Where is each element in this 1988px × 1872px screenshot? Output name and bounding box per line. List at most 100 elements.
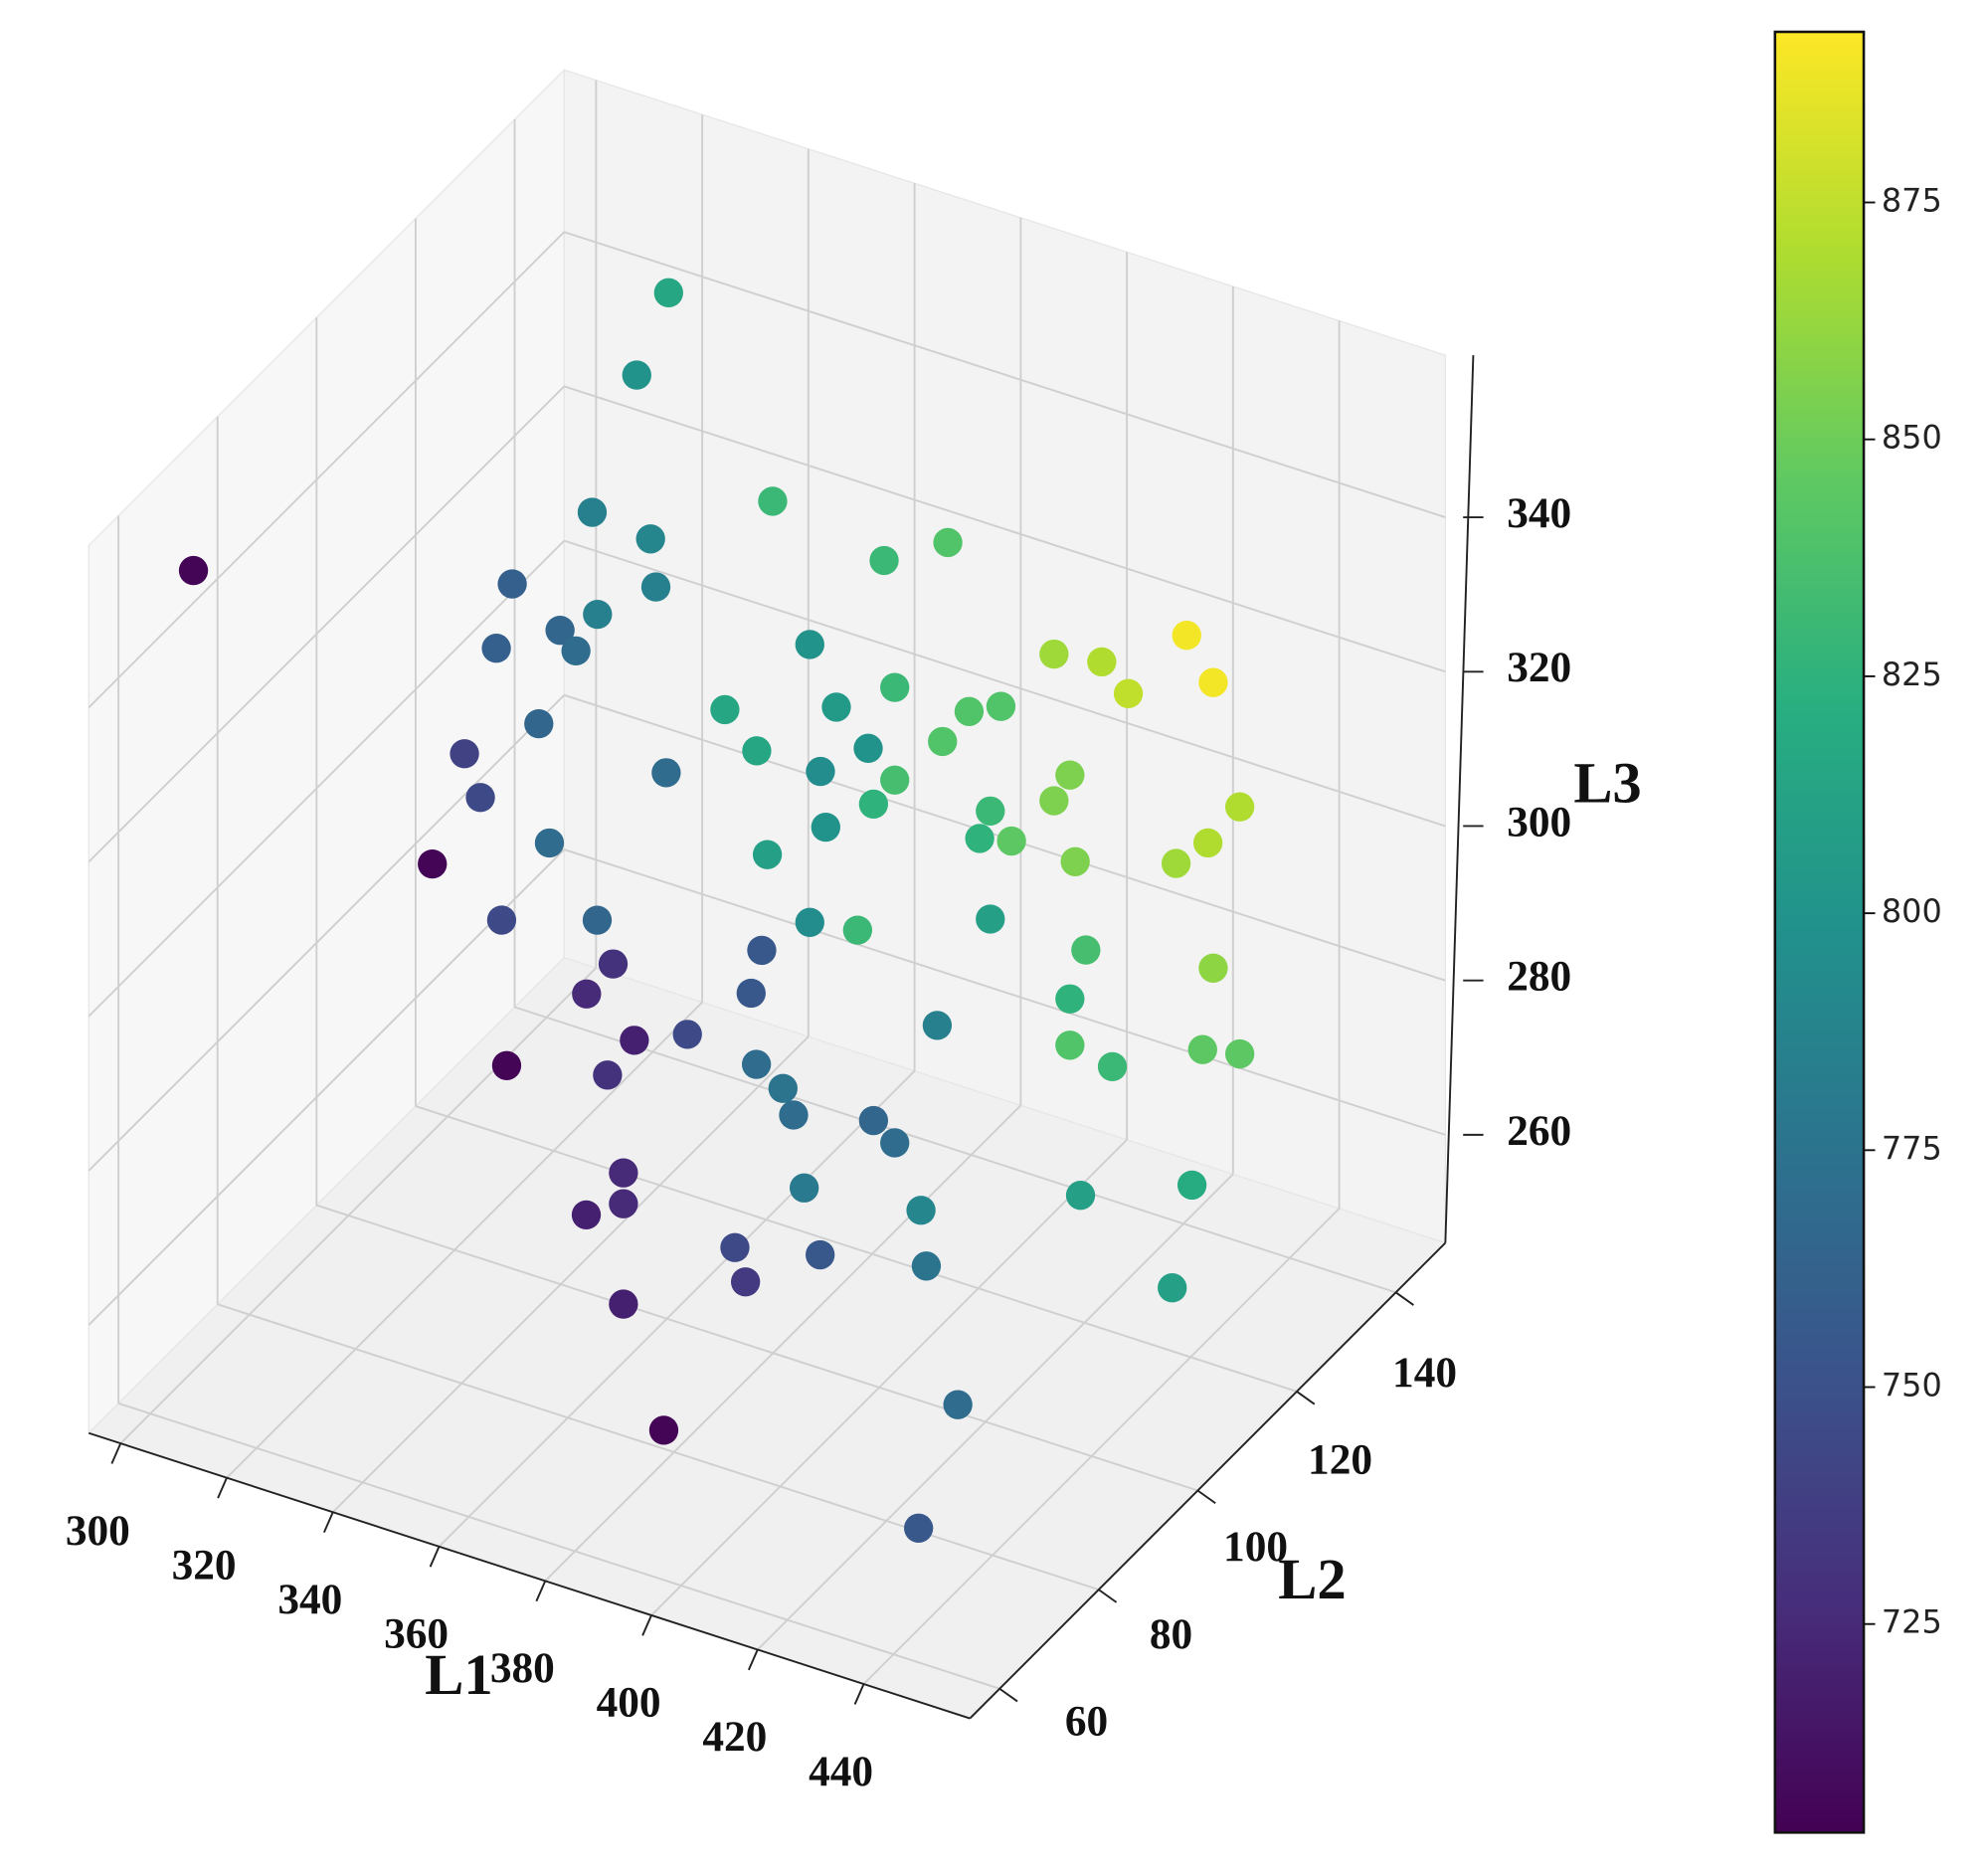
point [640,572,671,602]
point [880,672,910,702]
point [795,630,824,659]
point [976,796,1005,827]
point [1187,1034,1217,1064]
point [572,979,602,1009]
point [1087,647,1117,677]
point [976,904,1005,934]
y-tick [1196,1489,1216,1505]
y-tick-label: 120 [1308,1435,1372,1483]
x-tick [853,1683,865,1705]
point [922,1011,953,1040]
point [1055,984,1085,1014]
point [911,1251,942,1281]
grid-line [438,1070,916,1548]
grid-line [415,1105,1298,1393]
x-tick-label: 400 [597,1679,661,1727]
point [1055,760,1085,790]
grid-line [217,1303,1100,1591]
grid-line [226,1001,703,1479]
y-tick-label: 80 [1150,1610,1192,1658]
y-tick [1296,1391,1316,1405]
grid-line [332,1035,810,1513]
point [1071,935,1101,965]
point [1224,1038,1255,1069]
point [571,1200,602,1230]
x-tick [641,1614,652,1636]
grid-line [514,1006,1396,1294]
grid-line [88,848,565,1326]
grid-line [316,1204,1198,1492]
colorbar-tick-label: 800 [1882,892,1942,930]
x-tick [110,1442,122,1464]
x-tick [429,1546,441,1568]
point [1158,1273,1187,1303]
point [486,905,517,935]
point [795,907,824,937]
z-axis-label: L3 [1573,751,1641,816]
point [943,1390,973,1419]
point [418,848,448,879]
colorbar-tick-label: 725 [1882,1603,1942,1641]
point [450,739,479,769]
y-tick [998,1687,1018,1703]
point [465,783,495,813]
point [653,278,683,307]
x-tick [535,1580,547,1602]
point [1097,1051,1128,1082]
point [806,1239,835,1270]
point [906,1196,936,1225]
point [491,1050,522,1080]
point [1176,1170,1207,1201]
colorbar-tick-label: 750 [1882,1367,1942,1404]
z-tick-label: 320 [1507,644,1571,691]
y-axis-label: L2 [1278,1547,1346,1611]
point [609,1158,638,1188]
grid-line [564,848,1446,1136]
y-tick-label: 60 [1065,1697,1108,1745]
point [598,949,629,979]
point [758,486,788,516]
point [752,840,783,869]
point [869,545,899,576]
point [583,599,613,630]
colorbar-tick-label: 875 [1882,182,1942,220]
point [730,1267,761,1297]
point [481,634,511,663]
point [928,726,958,757]
y-tick-label: 140 [1392,1349,1457,1397]
point [853,733,883,763]
grid-line [88,539,565,1018]
x-tick [322,1511,334,1534]
point [1198,953,1228,983]
back-pane [563,69,1446,1244]
axis-line [88,1431,971,1720]
grid-line [544,1104,1022,1583]
point [821,692,851,722]
colorbar-tick-label: 850 [1882,419,1942,457]
point [806,756,835,787]
y-tick-label: 100 [1223,1523,1288,1571]
y-tick [1098,1589,1118,1603]
x-tick-label: 300 [66,1507,130,1555]
point [1113,678,1144,708]
point [789,1173,819,1203]
point [620,1026,649,1055]
point [1161,848,1191,878]
point [768,1073,798,1103]
point [1172,621,1201,651]
x-tick-label: 360 [384,1610,449,1658]
point [635,524,665,554]
x-tick-label: 380 [490,1644,555,1692]
point [954,696,985,726]
point [545,615,575,646]
z-tick-label: 300 [1507,798,1571,845]
grid-line [564,539,1446,828]
grid-line [564,231,1446,518]
point [965,824,994,853]
point [1065,1181,1096,1211]
point [741,1049,772,1079]
point [1039,639,1069,669]
z-tick-label: 260 [1507,1107,1571,1155]
